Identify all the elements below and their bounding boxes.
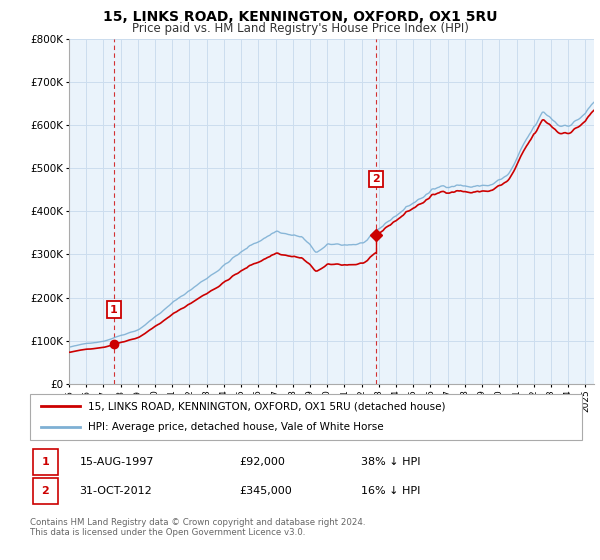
Text: 16% ↓ HPI: 16% ↓ HPI: [361, 486, 421, 496]
Text: 2: 2: [41, 486, 49, 496]
Text: 15, LINKS ROAD, KENNINGTON, OXFORD, OX1 5RU: 15, LINKS ROAD, KENNINGTON, OXFORD, OX1 …: [103, 10, 497, 24]
Text: £345,000: £345,000: [240, 486, 293, 496]
FancyBboxPatch shape: [33, 478, 58, 504]
Text: 38% ↓ HPI: 38% ↓ HPI: [361, 457, 421, 467]
Text: Contains HM Land Registry data © Crown copyright and database right 2024.
This d: Contains HM Land Registry data © Crown c…: [30, 518, 365, 538]
Text: 15-AUG-1997: 15-AUG-1997: [80, 457, 154, 467]
Text: 1: 1: [110, 305, 118, 315]
Text: 31-OCT-2012: 31-OCT-2012: [80, 486, 152, 496]
Text: £92,000: £92,000: [240, 457, 286, 467]
Text: 1: 1: [41, 457, 49, 467]
Text: Price paid vs. HM Land Registry's House Price Index (HPI): Price paid vs. HM Land Registry's House …: [131, 22, 469, 35]
Text: 15, LINKS ROAD, KENNINGTON, OXFORD, OX1 5RU (detached house): 15, LINKS ROAD, KENNINGTON, OXFORD, OX1 …: [88, 401, 445, 411]
FancyBboxPatch shape: [33, 449, 58, 475]
Text: HPI: Average price, detached house, Vale of White Horse: HPI: Average price, detached house, Vale…: [88, 422, 383, 432]
Text: 2: 2: [372, 174, 380, 184]
FancyBboxPatch shape: [30, 394, 582, 440]
